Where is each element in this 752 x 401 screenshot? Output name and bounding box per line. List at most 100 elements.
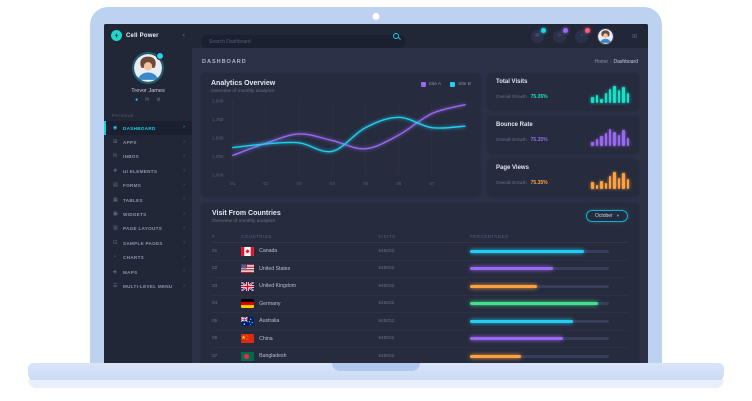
table-row: 06 China 645032 [212, 331, 628, 349]
row-number: 05 [212, 318, 218, 324]
sidebar-item-ui-elements[interactable]: ❖ UI ELEMENTS › [104, 164, 192, 178]
sample-pages-icon: ⊡ [113, 239, 118, 246]
sidebar-item-charts[interactable]: ◔ CHARTS › [104, 251, 192, 265]
sidebar-item-maps[interactable]: ◈ MAPS › [104, 265, 192, 279]
sidebar-item-dashboard[interactable]: ◉ DASHBOARD › [104, 121, 192, 136]
search-input[interactable] [201, 35, 406, 48]
percentage-bar [469, 267, 610, 271]
svg-text:06: 06 [396, 181, 402, 186]
au-flag-icon [241, 316, 255, 326]
settings-gear-icon[interactable]: ⚙ [156, 97, 161, 103]
app-logo[interactable]: Cell Power ‹ [104, 24, 192, 46]
apps-icon: ⊞ [113, 139, 118, 146]
countries-table-body: 01 Canada 645032 02 United States 645032 03 Uni… [212, 243, 628, 364]
stat-value: 75.35% [530, 94, 548, 100]
legend-item: Site A [420, 82, 441, 87]
analytics-line-chart: 01 02 03 04 05 06 07 2,000 1,750 1,500 1,250 1,000 [212, 99, 466, 186]
page-views-card: Page Views Overall Growth 75.35% [488, 159, 638, 195]
ui-elements-icon: ❖ [113, 167, 118, 174]
sidebar-item-label: UI ELEMENTS [123, 168, 158, 174]
notifications-icon[interactable]: ⚐ [552, 27, 568, 43]
inbox-icon: ✉ [113, 153, 118, 160]
row-number: 01 [212, 248, 218, 254]
user-name: Trevor James [131, 88, 165, 94]
search-box [201, 30, 406, 48]
apps-grid-icon[interactable]: ⊞ [631, 33, 637, 40]
sidebar-item-tables[interactable]: ▦ TABLES › [104, 193, 192, 207]
laptop-notch [332, 363, 420, 371]
sidebar-item-multi-level-menu[interactable]: ☰ MULTI-LEVEL MENU › [104, 279, 192, 293]
sidebar-collapse-icon[interactable]: ‹ [182, 32, 185, 39]
breadcrumb-home-link[interactable]: Home [594, 58, 608, 65]
topbar-avatar[interactable] [596, 27, 614, 45]
month-filter-dropdown[interactable]: October ▾ [585, 210, 628, 222]
total-visits-card: Total Visits Overall Growth 75.35% [488, 73, 638, 109]
country-name: China [259, 335, 273, 342]
stat-value: 75.35% [530, 137, 548, 143]
sidebar-item-apps[interactable]: ⊞ APPS › [104, 135, 192, 149]
stat-title: Bounce Rate [496, 122, 533, 128]
percentage-bar [469, 319, 610, 323]
visit-from-countries-card: Visit From Countries Overview of monthly… [202, 203, 638, 364]
visits-value: 645032 [378, 301, 395, 307]
search-icon[interactable] [393, 33, 399, 39]
sidebar-item-sample-pages[interactable]: ⊡ SAMPLE PAGES › [104, 236, 192, 250]
user-avatar[interactable] [132, 52, 164, 84]
status-circle-icon[interactable]: ● [135, 97, 139, 103]
dashboard-screen: Cell Power ‹ Trevor James ● ✉ ⚙ Persona [104, 24, 648, 364]
row-number: 03 [212, 283, 218, 289]
percentage-bar [469, 249, 610, 253]
col-header-percentages: PERCENTAGES [469, 234, 509, 239]
table-row: 03 United Kingdom 645032 [212, 278, 628, 296]
legend-swatch [420, 82, 426, 87]
svg-text:04: 04 [330, 181, 336, 186]
bounce-rate-bar-chart [591, 129, 629, 146]
chevron-right-icon: › [183, 239, 185, 246]
row-number: 02 [212, 266, 218, 272]
widgets-icon: ▣ [113, 211, 118, 218]
multi-level-menu-icon: ☰ [113, 282, 118, 289]
country-name: United Kingdom [259, 283, 297, 290]
cn-flag-icon [241, 334, 255, 344]
sidebar-item-widgets[interactable]: ▣ WIDGETS › [104, 207, 192, 221]
maps-icon: ◈ [113, 268, 117, 275]
stat-value: 75.35% [530, 180, 548, 186]
visits-value: 645032 [378, 353, 395, 359]
stat-growth-label: Overall Growth [496, 94, 527, 99]
topbar: ✉ ⚐ ◔ ⊞ [192, 24, 648, 48]
messages-icon[interactable]: ✉ [530, 27, 546, 43]
visits-value: 645032 [378, 283, 395, 289]
percentage-bar [469, 284, 610, 288]
online-status-dot [156, 52, 164, 60]
country-name: Canada [259, 248, 278, 255]
sidebar-item-page-layouts[interactable]: ▥ PAGE LAYOUTS › [104, 222, 192, 236]
sidebar-item-inbox[interactable]: ✉ INBOX › [104, 150, 192, 164]
svg-text:1,500: 1,500 [212, 136, 224, 141]
breadcrumb: DASHBOARD Home › Dashboard [202, 55, 638, 68]
analytics-overview-card: Analytics Overview Overview of monthly a… [202, 73, 480, 195]
breadcrumb-current: Dashboard [613, 58, 638, 65]
chevron-right-icon: › [183, 167, 185, 174]
user-profile: Trevor James ● ✉ ⚙ [104, 46, 192, 107]
chevron-right-icon: › [183, 124, 185, 131]
sidebar-item-forms[interactable]: ▤ FORMS › [104, 179, 192, 193]
countries-subtitle: Overview of monthly analytics [212, 219, 276, 224]
page-views-bar-chart [591, 172, 629, 189]
us-flag-icon [241, 264, 255, 274]
stat-growth-label: Overall Growth [496, 137, 527, 142]
battery-logo-icon [111, 30, 122, 41]
visits-value: 645032 [378, 266, 395, 272]
ca-flag-icon [241, 246, 255, 256]
alerts-icon[interactable]: ◔ [574, 27, 590, 43]
stat-title: Total Visits [496, 79, 528, 85]
tables-icon: ▦ [113, 196, 118, 203]
email-icon[interactable]: ✉ [145, 97, 150, 103]
logo-text: Cell Power [126, 32, 159, 39]
uk-flag-icon [241, 281, 255, 291]
country-name: Australia [259, 318, 280, 325]
laptop-base [28, 363, 724, 388]
table-row: 02 United States 645032 [212, 261, 628, 279]
bd-flag-icon [241, 351, 255, 361]
chevron-right-icon: › [183, 210, 185, 217]
sidebar-item-label: TABLES [123, 197, 143, 203]
